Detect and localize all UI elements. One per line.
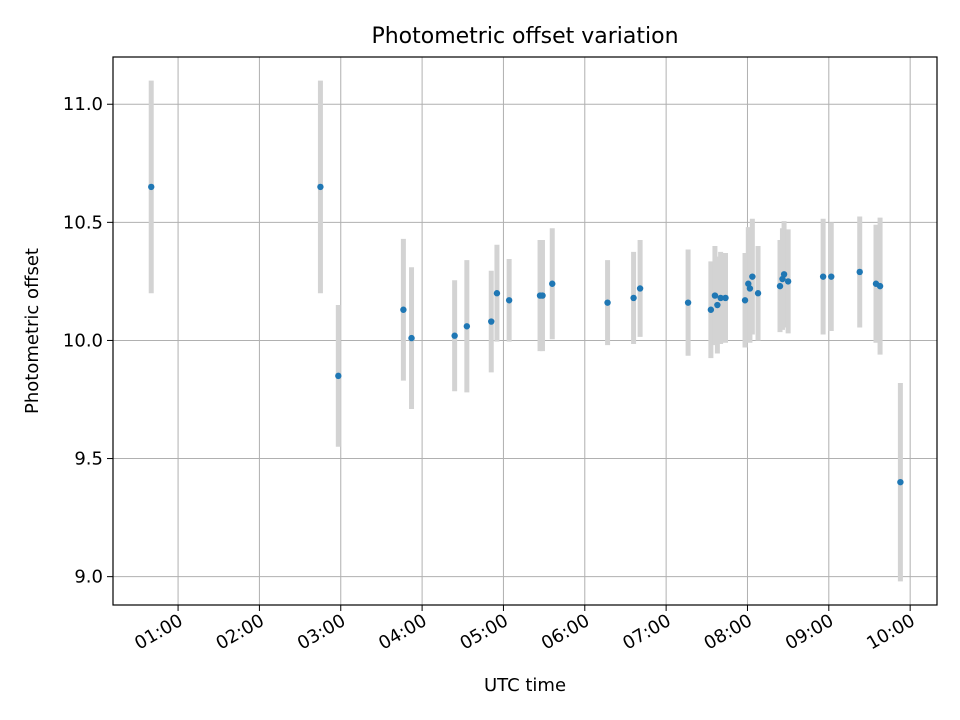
x-axis-ticks: 01:00 02:00 03:00 04:00 05:00 06:00 07:00 08:00… <box>131 605 919 654</box>
x-tick-label: 03:00 <box>294 610 349 654</box>
y-tick: 10.5 <box>63 212 113 233</box>
x-tick-label: 10:00 <box>863 610 918 654</box>
x-tick: 06:00 <box>538 605 593 654</box>
x-tick-label: 08:00 <box>701 610 756 654</box>
data-point <box>505 297 513 304</box>
x-tick: 03:00 <box>294 605 349 654</box>
x-tick-label: 09:00 <box>782 610 837 654</box>
data-point <box>897 478 904 486</box>
data-points <box>148 183 904 486</box>
data-point <box>630 294 637 302</box>
data-point <box>776 282 784 290</box>
data-point <box>711 292 719 299</box>
data-point <box>493 290 501 297</box>
data-point <box>335 372 342 380</box>
data-point <box>780 271 788 278</box>
data-point <box>784 278 792 285</box>
data-point <box>488 318 495 325</box>
data-point <box>463 323 471 330</box>
chart-title: Photometric offset variation <box>371 24 678 49</box>
x-tick: 04:00 <box>375 605 431 654</box>
x-tick-label: 02:00 <box>212 610 267 654</box>
x-tick: 02:00 <box>212 605 268 654</box>
y-tick-label: 10.5 <box>63 212 103 233</box>
y-tick-label: 9.0 <box>74 567 103 588</box>
x-tick: 05:00 <box>457 605 512 654</box>
data-point <box>707 306 715 313</box>
data-point <box>684 299 692 306</box>
x-tick: 08:00 <box>701 605 756 654</box>
y-tick: 9.0 <box>74 567 113 588</box>
data-point <box>828 273 835 280</box>
x-tick: 10:00 <box>863 605 919 654</box>
data-point <box>148 183 155 191</box>
x-tick: 07:00 <box>619 605 675 654</box>
data-point <box>317 183 324 191</box>
data-point <box>876 282 884 290</box>
data-point <box>400 306 407 313</box>
y-tick: 9.5 <box>74 449 113 470</box>
error-bars <box>148 80 903 582</box>
y-tick: 10.0 <box>63 330 113 351</box>
x-tick-label: 06:00 <box>538 610 593 654</box>
data-point <box>604 299 611 306</box>
y-axis-label: Photometric offset <box>22 248 43 414</box>
data-point <box>856 268 863 276</box>
data-point <box>741 297 749 304</box>
x-axis-label: UTC time <box>484 675 566 696</box>
data-point <box>451 332 458 339</box>
x-tick: 09:00 <box>782 605 837 654</box>
x-tick: 01:00 <box>131 605 187 654</box>
y-axis-ticks: 9.0 9.5 10.0 10.5 11.0 <box>63 94 113 588</box>
data-point <box>754 290 762 297</box>
x-tick-label: 04:00 <box>375 610 430 654</box>
data-point <box>714 301 721 309</box>
y-tick: 11.0 <box>63 94 113 115</box>
x-tick-label: 01:00 <box>131 610 186 654</box>
y-tick-label: 9.5 <box>74 449 103 470</box>
data-point <box>722 294 729 302</box>
grid-lines <box>113 57 937 605</box>
data-point <box>749 273 756 280</box>
axes-frame <box>112 56 938 606</box>
data-point <box>746 285 754 292</box>
x-tick-label: 07:00 <box>619 610 674 654</box>
data-point <box>636 285 644 292</box>
data-point <box>408 334 415 342</box>
y-tick-label: 10.0 <box>63 330 103 351</box>
y-tick-label: 11.0 <box>63 94 103 115</box>
data-point <box>717 294 724 302</box>
data-point <box>549 280 556 287</box>
data-point <box>539 292 546 299</box>
x-tick-label: 05:00 <box>457 610 512 654</box>
data-point <box>819 273 827 280</box>
